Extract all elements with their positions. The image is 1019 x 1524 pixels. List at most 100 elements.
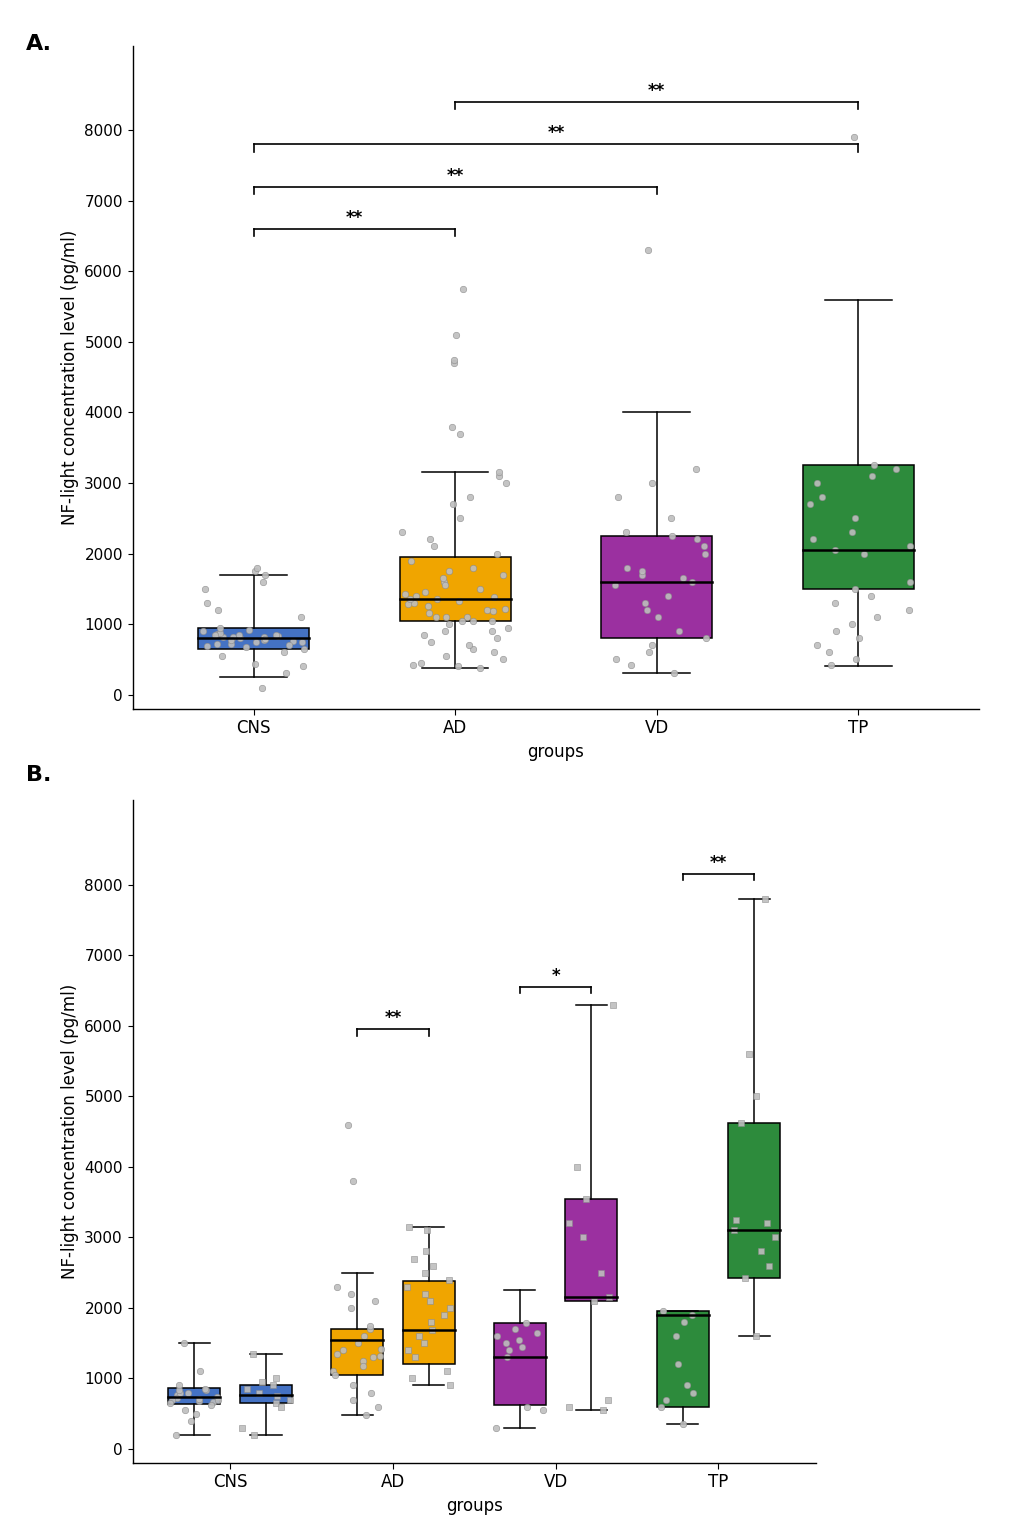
Point	[205, 1390, 221, 1414]
Point	[293, 629, 310, 654]
Point	[606, 648, 623, 672]
Point	[272, 1394, 288, 1419]
Point	[826, 619, 843, 643]
Point	[408, 584, 424, 608]
Point	[649, 605, 665, 629]
Point	[453, 608, 470, 632]
Point	[585, 1289, 601, 1314]
Point	[485, 585, 501, 610]
Point	[801, 492, 817, 517]
Point	[292, 605, 309, 629]
Point	[451, 422, 468, 447]
Point	[355, 1349, 371, 1373]
Point	[640, 238, 656, 262]
Point	[275, 640, 291, 664]
Point	[417, 1282, 433, 1306]
Point	[461, 485, 477, 509]
Point	[209, 622, 225, 646]
Point	[465, 555, 481, 579]
Point	[365, 1346, 381, 1370]
Point	[449, 654, 466, 678]
Bar	[728, 1123, 780, 1279]
Point	[472, 655, 488, 680]
Point	[406, 1247, 422, 1271]
Point	[421, 527, 437, 552]
Point	[367, 1289, 383, 1314]
Point	[725, 1218, 741, 1242]
Point	[294, 654, 311, 678]
Point	[192, 1387, 208, 1411]
Point	[210, 597, 226, 622]
Text: B.: B.	[25, 765, 51, 785]
Point	[483, 619, 499, 643]
Point	[441, 559, 458, 584]
Point	[728, 1207, 744, 1231]
Point	[600, 1285, 616, 1309]
Point	[269, 1384, 285, 1408]
Point	[766, 1225, 783, 1250]
Point	[662, 506, 679, 530]
Point	[496, 596, 513, 620]
Point	[843, 611, 859, 636]
Point	[667, 1324, 684, 1349]
Point	[560, 1394, 577, 1419]
Point	[340, 1113, 357, 1137]
Point	[428, 587, 444, 611]
Point	[169, 1385, 185, 1410]
Point	[461, 632, 477, 657]
Point	[577, 1186, 593, 1210]
Point	[847, 506, 863, 530]
Point	[281, 1387, 298, 1411]
Point	[657, 1387, 674, 1411]
Point	[191, 1388, 207, 1413]
Point	[439, 1359, 455, 1384]
Point	[826, 538, 843, 562]
Point	[413, 651, 429, 675]
Point	[175, 1330, 192, 1355]
Bar	[168, 1387, 220, 1404]
Point	[417, 581, 433, 605]
Point	[609, 485, 626, 509]
Point	[437, 643, 453, 668]
Point	[599, 1387, 615, 1411]
Point	[437, 605, 453, 629]
Point	[752, 1239, 768, 1263]
Point	[358, 1404, 374, 1428]
Point	[210, 1387, 226, 1411]
Point	[270, 623, 286, 648]
Point	[855, 541, 871, 565]
Point	[644, 471, 660, 495]
Point	[424, 1318, 440, 1343]
Point	[604, 992, 621, 1017]
Point	[514, 1335, 530, 1359]
Point	[592, 1260, 608, 1285]
Point	[231, 626, 248, 651]
Point	[487, 1416, 503, 1440]
Point	[164, 1388, 180, 1413]
Point	[500, 1338, 517, 1362]
Point	[416, 1330, 432, 1355]
Y-axis label: NF-light concentration level (pg/ml): NF-light concentration level (pg/ml)	[61, 230, 78, 524]
Point	[674, 1413, 690, 1437]
Point	[485, 640, 501, 664]
Point	[192, 1359, 208, 1384]
Point	[671, 619, 687, 643]
Point	[211, 620, 227, 645]
Point	[231, 622, 248, 646]
Point	[169, 1384, 185, 1408]
Point	[684, 570, 700, 594]
Point	[209, 631, 225, 655]
Point	[594, 1398, 610, 1422]
Point	[197, 1376, 213, 1401]
Point	[847, 648, 863, 672]
Point	[846, 576, 862, 600]
Point	[416, 622, 432, 646]
Point	[519, 1394, 535, 1419]
Point	[436, 619, 452, 643]
Point	[325, 1359, 341, 1384]
Point	[215, 625, 231, 649]
Point	[678, 1373, 694, 1398]
Point	[396, 582, 413, 607]
Point	[488, 1324, 504, 1349]
Point	[168, 1422, 184, 1446]
